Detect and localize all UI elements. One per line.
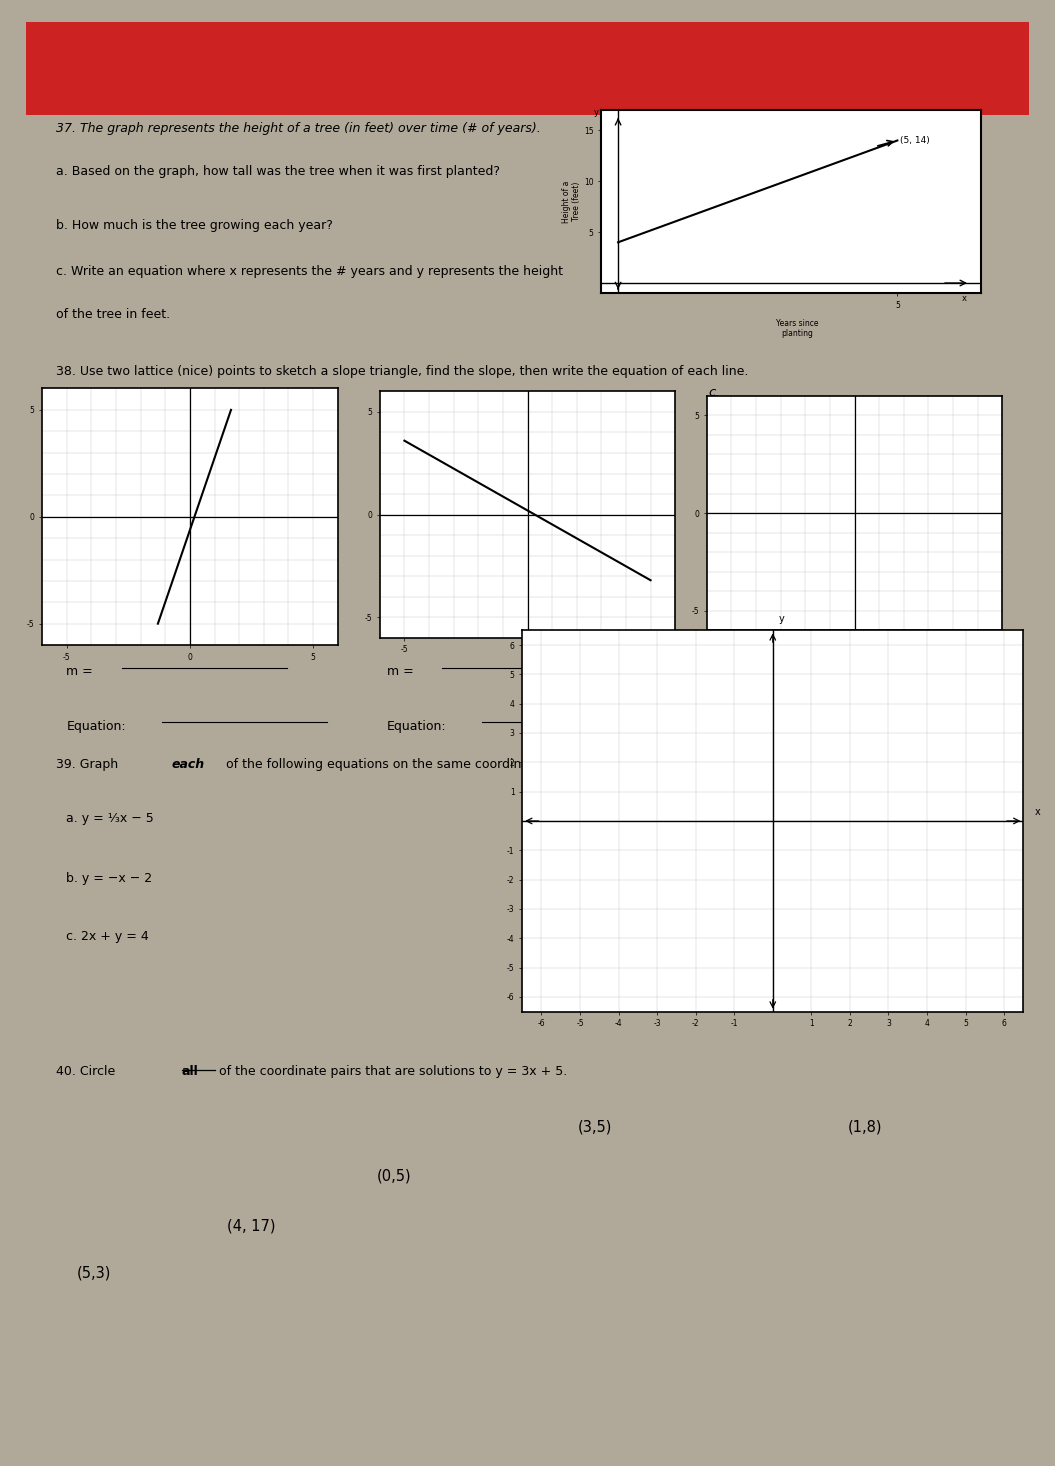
Text: a. Based on the graph, how tall was the tree when it was first planted?: a. Based on the graph, how tall was the … xyxy=(57,164,500,177)
Text: m =: m = xyxy=(387,666,414,679)
Text: 38. Use two lattice (nice) points to sketch a slope triangle, find the slope, th: 38. Use two lattice (nice) points to ske… xyxy=(57,365,749,378)
Text: 39. Graph: 39. Graph xyxy=(57,758,122,771)
Text: c.: c. xyxy=(708,387,720,399)
Text: a. y = ¹⁄₃x − 5: a. y = ¹⁄₃x − 5 xyxy=(66,812,154,825)
Text: Years since
planting: Years since planting xyxy=(775,318,818,339)
Text: Equation:: Equation: xyxy=(66,720,127,733)
Text: x: x xyxy=(1035,808,1040,817)
Text: (3,5): (3,5) xyxy=(578,1120,612,1135)
Y-axis label: Height of a
Tree (feet): Height of a Tree (feet) xyxy=(562,180,581,223)
Text: b. How much is the tree growing each year?: b. How much is the tree growing each yea… xyxy=(57,220,333,232)
Text: y: y xyxy=(779,614,784,623)
Text: (4, 17): (4, 17) xyxy=(227,1218,275,1233)
Text: of the tree in feet.: of the tree in feet. xyxy=(57,308,171,321)
Text: m =: m = xyxy=(698,666,725,679)
Text: y: y xyxy=(593,108,598,117)
Text: of the coordinate pairs that are solutions to y = 3x + 5.: of the coordinate pairs that are solutio… xyxy=(215,1066,567,1079)
Text: b. y = −x − 2: b. y = −x − 2 xyxy=(66,872,153,885)
Text: Equation:: Equation: xyxy=(698,720,757,733)
Text: (5, 14): (5, 14) xyxy=(900,136,929,145)
Text: m =: m = xyxy=(66,666,93,679)
Text: x: x xyxy=(962,295,966,303)
Text: 40. Circle: 40. Circle xyxy=(57,1066,119,1079)
Text: c. 2x + y = 4: c. 2x + y = 4 xyxy=(66,929,149,943)
Text: c. Write an equation where x represents the # years and y represents the height: c. Write an equation where x represents … xyxy=(57,265,563,279)
Text: 37. The graph represents the height of a tree (in feet) over time (# of years).: 37. The graph represents the height of a… xyxy=(57,122,541,135)
Text: a.: a. xyxy=(66,394,79,406)
Text: (1,8): (1,8) xyxy=(848,1120,883,1135)
Text: (0,5): (0,5) xyxy=(378,1168,411,1183)
Text: of the following equations on the same coordinate plane.: of the following equations on the same c… xyxy=(222,758,584,771)
Bar xyxy=(26,22,1029,114)
Text: b.: b. xyxy=(387,391,400,403)
Text: (5,3): (5,3) xyxy=(77,1265,111,1280)
Text: Equation:: Equation: xyxy=(387,720,447,733)
Text: each: each xyxy=(172,758,205,771)
Text: all: all xyxy=(181,1066,198,1079)
